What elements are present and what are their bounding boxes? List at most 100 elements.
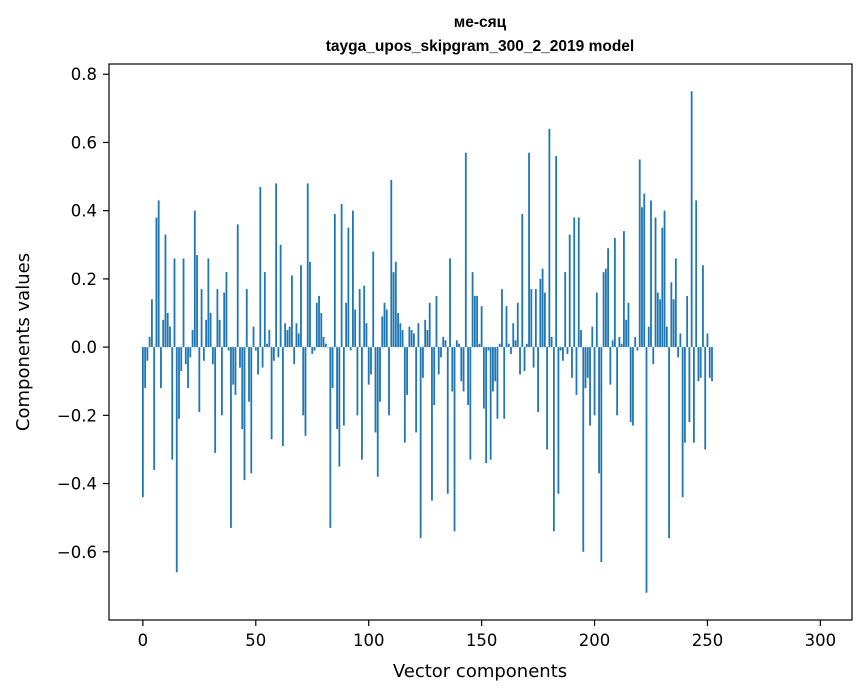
bar-144 xyxy=(467,347,469,406)
bar-26 xyxy=(200,289,203,348)
bar-6 xyxy=(155,217,158,348)
bar-104 xyxy=(376,347,379,477)
bar-73 xyxy=(306,183,309,348)
bar-154 xyxy=(489,347,492,460)
bars-group xyxy=(141,91,713,593)
bar-167 xyxy=(519,347,521,375)
bar-233 xyxy=(668,347,670,539)
bar-57 xyxy=(270,347,273,440)
bar-214 xyxy=(625,319,628,348)
x-tick-label-5: 250 xyxy=(692,631,724,650)
bar-80 xyxy=(322,336,325,348)
bar-21 xyxy=(189,347,192,358)
bar-109 xyxy=(388,347,390,416)
bar-128 xyxy=(431,347,433,501)
bar-92 xyxy=(349,347,352,351)
bar-95 xyxy=(356,347,359,416)
bar-181 xyxy=(550,336,553,348)
bar-217 xyxy=(632,347,634,426)
bar-18 xyxy=(182,258,185,348)
y-tick-label-0: −0.6 xyxy=(57,543,97,562)
bar-129 xyxy=(433,347,436,406)
y-tick-label-2: −0.2 xyxy=(57,406,97,425)
bar-66 xyxy=(291,275,293,348)
bar-10 xyxy=(164,234,167,348)
bar-151 xyxy=(482,347,485,409)
bar-166 xyxy=(516,302,519,348)
bar-78 xyxy=(318,295,320,348)
bar-139 xyxy=(455,340,458,348)
bar-209 xyxy=(613,237,616,348)
bar-198 xyxy=(589,347,591,426)
bar-250 xyxy=(706,333,709,348)
bar-210 xyxy=(616,347,619,416)
bar-102 xyxy=(372,251,375,348)
bar-59 xyxy=(275,183,278,348)
bar-231 xyxy=(663,210,666,348)
bar-63 xyxy=(284,323,287,348)
bar-22 xyxy=(191,330,194,348)
bar-160 xyxy=(503,347,506,419)
bar-37 xyxy=(225,272,228,348)
bar-114 xyxy=(399,323,402,348)
y-tick-label-5: 0.4 xyxy=(71,202,97,221)
bar-248 xyxy=(702,265,704,348)
bar-182 xyxy=(552,347,555,532)
bar-68 xyxy=(295,323,298,348)
y-tick-label-3: 0.0 xyxy=(71,338,97,357)
bar-145 xyxy=(469,347,472,460)
bar-140 xyxy=(458,343,460,348)
bar-100 xyxy=(367,347,370,385)
bar-49 xyxy=(252,326,255,348)
bar-219 xyxy=(636,347,639,351)
bar-230 xyxy=(661,227,664,348)
bar-56 xyxy=(268,330,271,348)
bar-52 xyxy=(259,186,262,348)
bar-60 xyxy=(277,347,280,358)
bar-116 xyxy=(403,347,406,443)
bar-168 xyxy=(521,214,524,348)
bar-62 xyxy=(281,347,284,447)
bar-187 xyxy=(564,272,567,348)
bar-191 xyxy=(573,217,576,348)
bar-134 xyxy=(444,340,447,348)
bar-79 xyxy=(320,313,323,348)
bar-76 xyxy=(313,347,316,351)
bar-206 xyxy=(607,248,609,348)
bar-119 xyxy=(410,330,413,348)
plot-frame xyxy=(108,63,853,621)
bar-162 xyxy=(507,343,510,348)
bar-120 xyxy=(412,333,415,348)
bar-12 xyxy=(169,326,171,348)
x-tick-label-3: 150 xyxy=(466,631,498,650)
bar-38 xyxy=(227,347,230,351)
bar-175 xyxy=(537,347,539,412)
bar-94 xyxy=(354,309,357,348)
bar-36 xyxy=(223,292,226,348)
bar-9 xyxy=(162,319,165,348)
bar-225 xyxy=(650,200,652,348)
x-tick-label-0: 0 xyxy=(138,631,149,650)
bar-7 xyxy=(157,200,160,348)
bar-29 xyxy=(207,258,210,348)
bar-188 xyxy=(566,347,569,354)
bar-236 xyxy=(674,258,677,348)
bar-189 xyxy=(568,234,571,348)
bar-81 xyxy=(324,343,327,348)
bar-48 xyxy=(250,347,253,474)
bar-197 xyxy=(586,347,589,378)
bar-213 xyxy=(623,231,625,348)
bar-246 xyxy=(697,347,700,382)
bar-171 xyxy=(528,152,530,348)
bar-212 xyxy=(620,343,623,348)
bar-192 xyxy=(575,347,578,395)
bar-50 xyxy=(254,347,257,351)
bar-42 xyxy=(236,224,239,348)
bar-31 xyxy=(211,347,214,365)
bar-110 xyxy=(390,179,393,348)
bar-223 xyxy=(645,347,648,593)
x-tick-label-4: 200 xyxy=(579,631,611,650)
bar-47 xyxy=(248,347,250,402)
bar-237 xyxy=(677,347,680,358)
bar-124 xyxy=(422,347,424,378)
